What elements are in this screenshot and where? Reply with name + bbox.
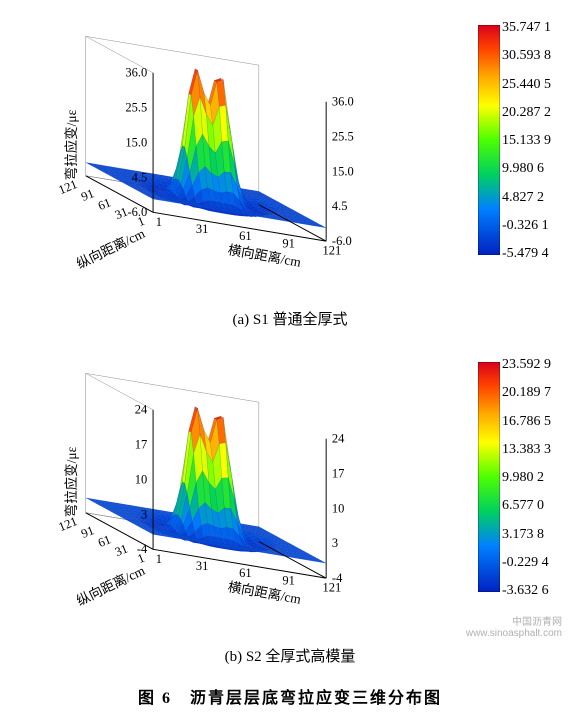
colorbar-tick: 20.287 2 [502,105,551,121]
colorbar-tick: 23.592 9 [502,357,551,373]
svg-text:91: 91 [282,236,295,250]
watermark-line2: www.sinoasphalt.com [466,628,562,639]
surface-plot: 36.036.025.525.515.015.04.54.5-6.0-6.013… [50,20,410,270]
colorbar-tick: 30.593 8 [502,48,551,64]
chart-panel-0: 36.036.025.525.515.015.04.54.5-6.0-6.013… [10,10,570,300]
chart-panel-1: 24241717101033-4-413161911211219161311弯拉… [10,347,570,637]
colorbar-tick: 4.827 2 [502,190,544,206]
svg-text:91: 91 [79,523,96,541]
colorbar-tick: 16.786 5 [502,414,551,430]
svg-text:61: 61 [239,229,252,243]
svg-text:1: 1 [156,552,162,566]
svg-text:10: 10 [135,472,148,486]
svg-text:24: 24 [332,432,345,446]
svg-text:121: 121 [323,581,342,595]
svg-text:31: 31 [113,542,130,560]
svg-text:弯拉应变/με: 弯拉应变/με [63,109,79,180]
colorbar-tick: 9.980 6 [502,161,544,177]
colorbar-tick: 20.189 7 [502,385,551,401]
svg-text:纵向距离/cm: 纵向距离/cm [74,562,148,607]
svg-text:4.5: 4.5 [132,170,148,184]
svg-text:弯拉应变/με: 弯拉应变/με [63,446,79,517]
svg-text:36.0: 36.0 [332,95,354,109]
colorbar-tick: 13.383 3 [502,442,551,458]
colorbar-tick: -5.479 4 [502,246,549,262]
colorbar-tick: 15.133 9 [502,133,551,149]
svg-text:15.0: 15.0 [125,135,147,149]
colorbar-tick: 35.747 1 [502,20,551,36]
svg-text:61: 61 [96,195,113,213]
svg-text:121: 121 [323,244,342,258]
svg-text:36.0: 36.0 [125,66,147,80]
svg-text:61: 61 [96,532,113,550]
svg-text:3: 3 [141,507,147,521]
sub-caption: (a) S1 普通全厚式 [10,308,570,329]
colorbar [478,25,500,255]
sub-caption: (b) S2 全厚式高模量 [10,645,570,666]
svg-text:91: 91 [79,186,96,204]
svg-text:31: 31 [196,222,209,236]
colorbar-tick: -3.632 6 [502,583,549,599]
svg-text:61: 61 [239,566,252,580]
colorbar-tick: -0.326 1 [502,218,549,234]
watermark-line1: 中国沥青网 [512,617,562,628]
watermark: 中国沥青网www.sinoasphalt.com [466,617,562,639]
colorbar-tick: 6.577 0 [502,498,544,514]
figure-caption: 图 6 沥青层层底弯拉应变三维分布图 [10,684,570,708]
surface-plot: 24241717101033-4-413161911211219161311弯拉… [50,357,410,607]
svg-text:24: 24 [135,403,148,417]
colorbar-tick: 9.980 2 [502,470,544,486]
svg-text:3: 3 [332,536,338,550]
svg-text:15.0: 15.0 [332,164,354,178]
svg-text:1: 1 [156,215,162,229]
colorbar-labels: 35.747 1 30.593 8 25.440 5 20.287 2 15.133 9… [502,20,570,260]
svg-text:10: 10 [332,501,345,515]
svg-text:17: 17 [135,438,148,452]
svg-text:25.5: 25.5 [332,129,354,143]
svg-text:17: 17 [332,466,345,480]
colorbar-tick: -0.229 4 [502,555,549,571]
svg-text:91: 91 [282,573,295,587]
svg-text:4.5: 4.5 [332,199,348,213]
svg-text:25.5: 25.5 [125,101,147,115]
colorbar-tick: 3.173 8 [502,527,544,543]
colorbar-tick: 25.440 5 [502,77,551,93]
svg-text:纵向距离/cm: 纵向距离/cm [74,225,148,270]
colorbar-labels: 23.592 9 20.189 7 16.786 5 13.383 3 9.980 2 6… [502,357,570,597]
colorbar [478,362,500,592]
svg-text:31: 31 [196,559,209,573]
